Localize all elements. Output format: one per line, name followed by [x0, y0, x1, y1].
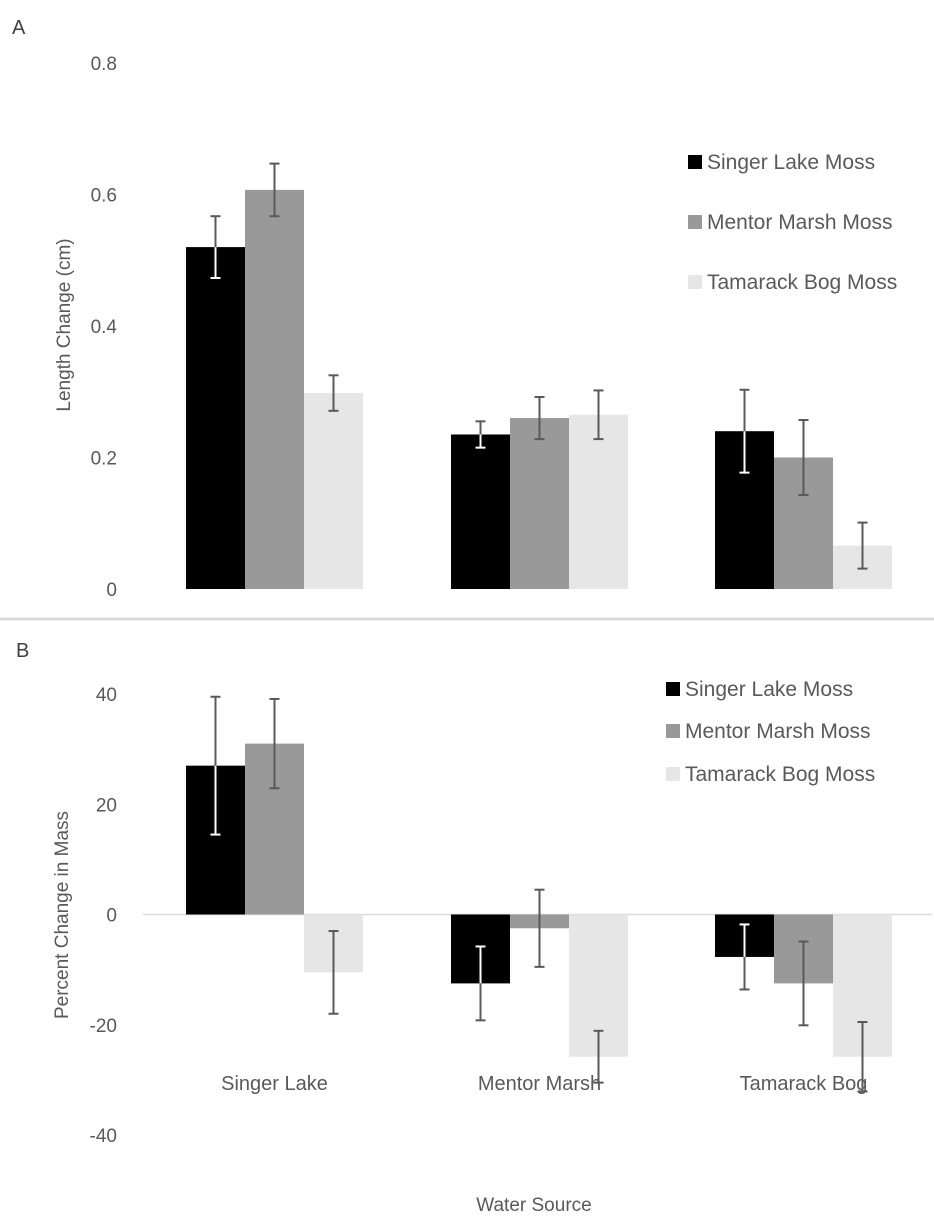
- error-bar-singer-lake-moss-mentor-marsh: [475, 420, 486, 449]
- panel-a-error-bars: [210, 162, 868, 570]
- category-labels: Singer Lake Mentor Marsh Tamarack Bog: [221, 1073, 867, 1095]
- error-bar-tamarack-bog-moss-mentor-marsh: [593, 389, 604, 441]
- bar-singer-lake-moss-singer-lake: [186, 247, 245, 589]
- y-tick-label: -40: [90, 1126, 117, 1147]
- error-bar-mentor-marsh-moss-mentor-marsh: [534, 888, 545, 968]
- error-bar-mentor-marsh-moss-mentor-marsh: [534, 396, 545, 441]
- panel-a-y-ticks: 0 0.2 0.4 0.6 0.8: [91, 54, 118, 601]
- category-label-mentor-marsh: Mentor Marsh: [478, 1073, 601, 1095]
- panel-a-letter: A: [12, 17, 26, 39]
- error-bar-singer-lake-moss-singer-lake: [210, 695, 221, 836]
- y-tick-label: 0.4: [91, 317, 118, 338]
- legend-swatch-tamarack-bog-moss: [666, 767, 680, 781]
- bar-mentor-marsh-moss-singer-lake: [245, 189, 304, 589]
- y-tick-label: -20: [90, 1016, 117, 1037]
- error-bar-mentor-marsh-moss-singer-lake: [269, 162, 280, 218]
- legend-label-tamarack-bog-moss: Tamarack Bog Moss: [707, 271, 897, 294]
- legend-label-mentor-marsh-moss: Mentor Marsh Moss: [707, 211, 893, 234]
- panel-b-y-axis-title: Percent Change in Mass: [52, 811, 73, 1019]
- bar-tamarack-bog-moss-mentor-marsh: [569, 414, 628, 589]
- error-bar-mentor-marsh-moss-tamarack-bog: [798, 419, 809, 496]
- legend-label-tamarack-bog-moss: Tamarack Bog Moss: [685, 763, 875, 786]
- panel-b-letter: B: [16, 640, 29, 662]
- legend-swatch-singer-lake-moss: [688, 155, 702, 169]
- y-tick-label: 20: [96, 795, 117, 816]
- y-tick-label: 0: [106, 906, 117, 927]
- bar-tamarack-bog-moss-singer-lake: [304, 393, 363, 589]
- error-bar-singer-lake-moss-mentor-marsh: [475, 945, 486, 1022]
- panel-b-y-ticks: -40 -20 0 20 40: [90, 685, 117, 1147]
- y-tick-label: 40: [96, 685, 117, 706]
- panel-b: B Percent Change in Mass -40 -20 0 20 40 Sin…: [16, 640, 932, 1216]
- y-tick-label: 0.2: [91, 449, 117, 470]
- x-axis-title: Water Source: [476, 1195, 591, 1216]
- panel-b-legend: Singer Lake Moss Mentor Marsh Moss Tamarac…: [666, 678, 875, 786]
- bar-mentor-marsh-moss-mentor-marsh: [510, 418, 569, 589]
- panel-a-y-axis-title: Length Change (cm): [54, 238, 75, 411]
- panel-b-error-bars: [210, 695, 868, 1093]
- error-bar-mentor-marsh-moss-singer-lake: [269, 697, 280, 790]
- category-label-tamarack-bog: Tamarack Bog: [740, 1073, 868, 1095]
- legend-label-mentor-marsh-moss: Mentor Marsh Moss: [685, 720, 871, 743]
- error-bar-tamarack-bog-moss-tamarack-bog: [857, 521, 868, 570]
- error-bar-tamarack-bog-moss-mentor-marsh: [593, 1029, 604, 1084]
- y-tick-label: 0: [106, 580, 117, 601]
- error-bar-mentor-marsh-moss-tamarack-bog: [798, 940, 809, 1027]
- legend-swatch-singer-lake-moss: [666, 682, 680, 696]
- panel-a-legend: Singer Lake Moss Mentor Marsh Moss Tamarac…: [688, 151, 897, 294]
- error-bar-tamarack-bog-moss-tamarack-bog: [857, 1020, 868, 1093]
- legend-swatch-mentor-marsh-moss: [666, 724, 680, 738]
- legend-swatch-tamarack-bog-moss: [688, 275, 702, 289]
- y-tick-label: 0.8: [91, 54, 117, 75]
- error-bar-tamarack-bog-moss-singer-lake: [328, 374, 339, 412]
- panel-a-bars: [186, 189, 892, 589]
- error-bar-singer-lake-moss-singer-lake: [210, 215, 221, 280]
- bar-singer-lake-moss-mentor-marsh: [451, 434, 510, 589]
- panel-b-bars: [186, 743, 892, 1057]
- legend-swatch-mentor-marsh-moss: [688, 215, 702, 229]
- error-bar-tamarack-bog-moss-singer-lake: [328, 930, 339, 1015]
- legend-label-singer-lake-moss: Singer Lake Moss: [685, 678, 853, 701]
- error-bar-singer-lake-moss-tamarack-bog: [739, 388, 750, 474]
- category-label-singer-lake: Singer Lake: [221, 1073, 328, 1095]
- y-tick-label: 0.6: [91, 186, 117, 207]
- error-bar-singer-lake-moss-tamarack-bog: [739, 923, 750, 991]
- legend-label-singer-lake-moss: Singer Lake Moss: [707, 151, 875, 174]
- panel-a: A Length Change (cm) 0 0.2 0.4 0.6 0.8 Singe…: [12, 17, 897, 601]
